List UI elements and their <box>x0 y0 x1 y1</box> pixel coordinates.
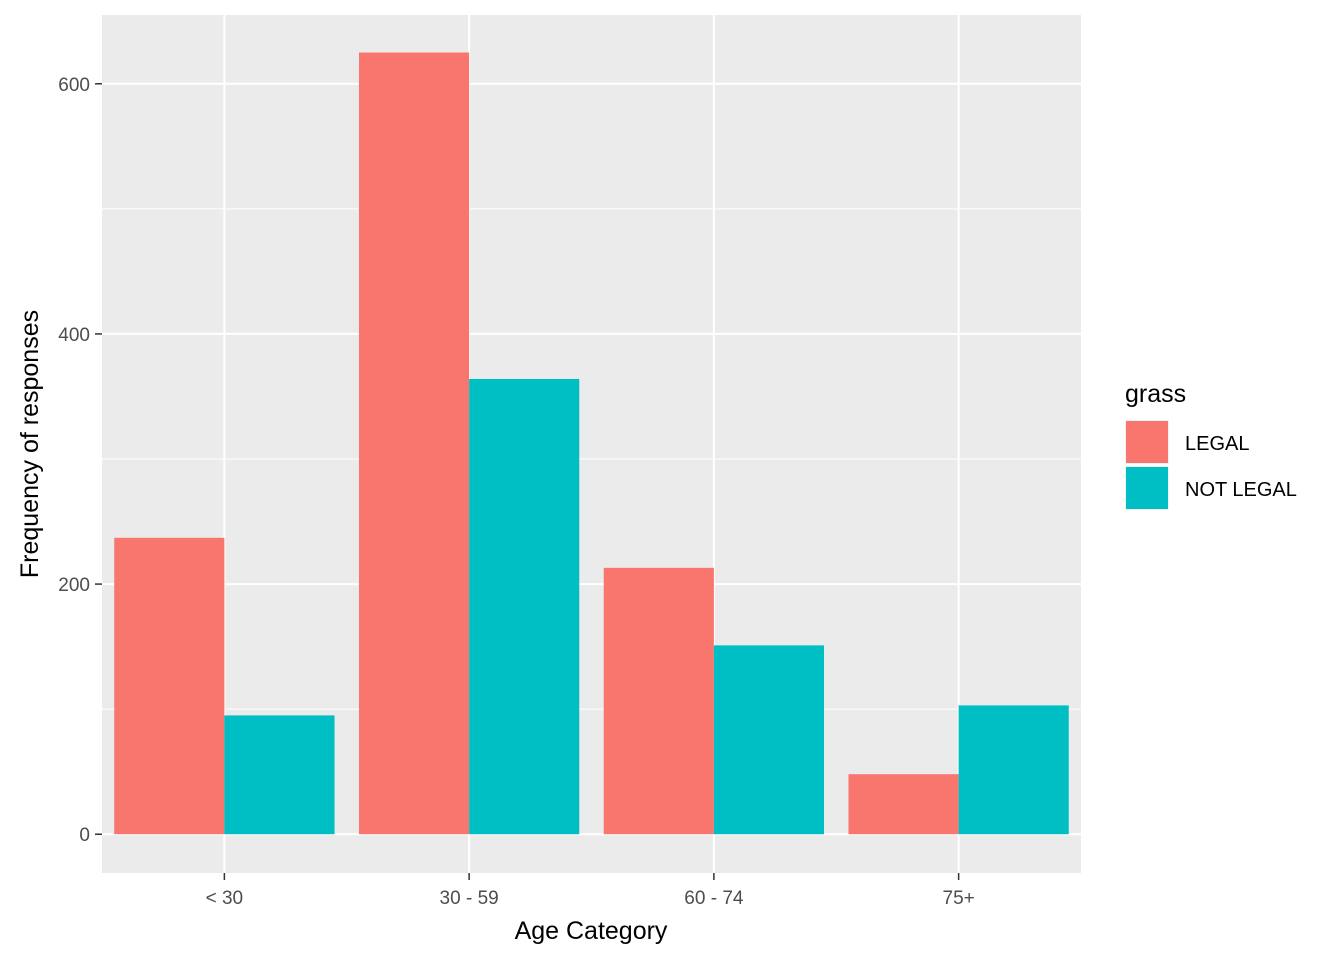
legend: grass LEGAL NOT LEGAL <box>1125 380 1297 510</box>
bar-not-legal-1 <box>469 378 580 835</box>
bar-legal-3 <box>848 774 959 835</box>
y-tick-label: 400 <box>58 325 90 346</box>
y-axis: 0 200 400 600 <box>58 75 102 846</box>
x-tick-label: < 30 <box>206 888 244 909</box>
legend-items: LEGAL NOT LEGAL <box>1125 420 1297 510</box>
legend-label: LEGAL <box>1185 433 1249 455</box>
y-tick-label: 0 <box>79 825 90 846</box>
legend-title: grass <box>1125 380 1186 408</box>
bars <box>114 52 1069 835</box>
bar-legal-1 <box>358 52 470 835</box>
bar-not-legal-2 <box>713 645 825 835</box>
minor-gridlines <box>102 208 1081 710</box>
bar-legal-0 <box>114 537 225 835</box>
y-tick-label: 600 <box>58 75 90 96</box>
legend-label: NOT LEGAL <box>1185 479 1297 501</box>
bar-legal-2 <box>603 567 714 835</box>
legend-key-not-legal <box>1126 467 1168 509</box>
y-axis-title: Frequency of responses <box>16 310 44 578</box>
x-axis-title: Age Category <box>515 917 668 945</box>
bar-not-legal-0 <box>224 715 335 835</box>
x-tick-label: 75+ <box>943 888 975 909</box>
x-tick-label: 60 - 74 <box>684 888 744 909</box>
y-tick-label: 200 <box>58 575 90 596</box>
bar-not-legal-3 <box>958 705 1069 835</box>
x-tick-label: 30 - 59 <box>440 888 499 909</box>
x-axis: < 30 30 - 59 60 - 74 75+ <box>206 873 975 909</box>
legend-key-legal <box>1126 421 1168 463</box>
